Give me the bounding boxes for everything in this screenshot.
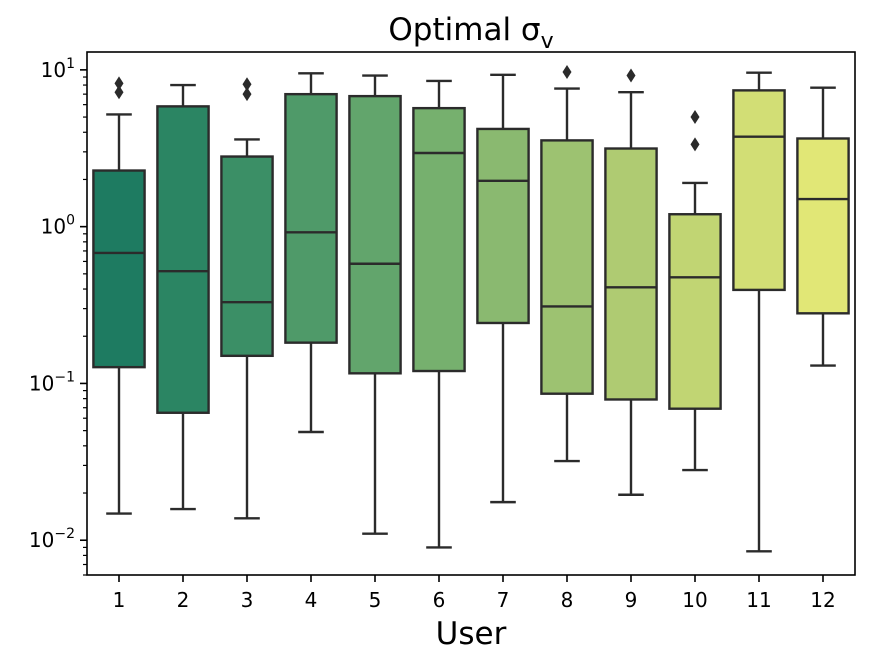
outlier-user-3-2	[242, 77, 252, 92]
outlier-user-1-2	[114, 76, 124, 91]
x-tick-label-1: 1	[113, 588, 126, 612]
x-tick-label-6: 6	[433, 588, 446, 612]
plot-frame	[86, 51, 856, 576]
box-user-8	[540, 139, 594, 395]
box-user-6	[412, 106, 466, 373]
y-tick-label-base: 10	[29, 371, 54, 395]
y-tick-label-base: 10	[29, 528, 54, 552]
x-tick-label-9: 9	[625, 588, 638, 612]
box-user-9	[604, 147, 658, 401]
outlier-user-1-1	[114, 85, 124, 100]
chart-title-subscript: v	[541, 29, 554, 54]
y-tick-label: 10−1	[29, 369, 75, 395]
outlier-user-10-2	[690, 110, 700, 125]
x-tick-label-12: 12	[810, 588, 835, 612]
y-tick-label-exponent: −2	[54, 526, 75, 542]
box-user-2	[156, 105, 210, 414]
outlier-user-3-1	[242, 87, 252, 102]
x-tick-label-4: 4	[305, 588, 318, 612]
box-user-4	[284, 92, 338, 344]
x-tick-label-11: 11	[746, 588, 771, 612]
y-tick-label-exponent: 1	[66, 56, 75, 72]
y-tick-label-exponent: −1	[54, 369, 75, 385]
y-tick-label: 101	[41, 56, 75, 82]
x-axis-label: User	[436, 616, 507, 652]
x-tick-label-10: 10	[682, 588, 707, 612]
box-user-12	[796, 137, 850, 315]
outlier-user-8-1	[562, 64, 572, 79]
y-tick-label: 100	[41, 213, 75, 239]
chart-title-main: Optimal σ	[388, 12, 540, 48]
y-tick-label-exponent: 0	[66, 213, 75, 229]
box-user-5	[348, 94, 402, 375]
outlier-user-9-1	[626, 68, 636, 83]
box-user-3	[220, 155, 274, 358]
box-user-7	[476, 127, 530, 325]
x-tick-label-8: 8	[561, 588, 574, 612]
x-tick-label-3: 3	[241, 588, 254, 612]
box-user-11	[732, 89, 786, 292]
box-user-10	[668, 213, 722, 410]
x-tick-label-2: 2	[177, 588, 190, 612]
y-tick-label-base: 10	[41, 215, 66, 239]
x-tick-label-5: 5	[369, 588, 382, 612]
chart-title: Optimal σv	[388, 12, 553, 54]
y-tick-label-base: 10	[41, 58, 66, 82]
outlier-user-10-1	[690, 137, 700, 152]
x-tick-label-7: 7	[497, 588, 510, 612]
box-user-1	[92, 169, 146, 369]
y-tick-label: 10−2	[29, 526, 75, 552]
